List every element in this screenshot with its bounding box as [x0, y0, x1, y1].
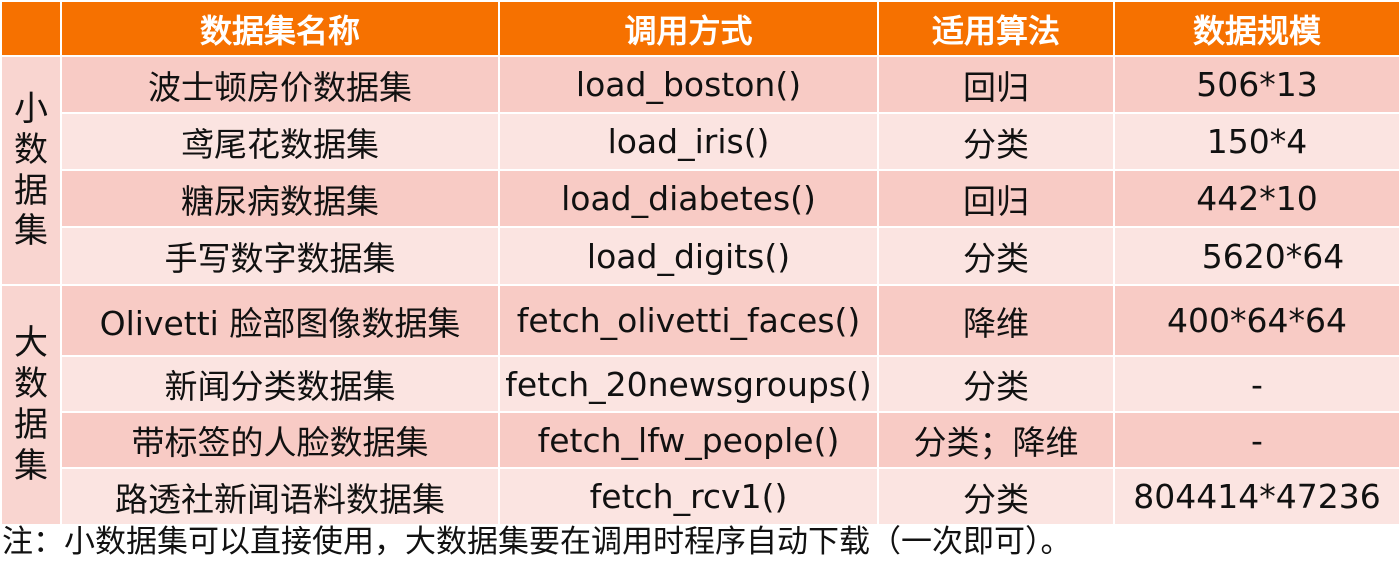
datasets-table: 数据集名称 调用方式 适用算法 数据规模 小数据集 大数据集 波士顿房价数据集 … — [2, 2, 1399, 524]
table-row-name: 路透社新闻语料数据集 — [62, 469, 498, 524]
table-row-method: load_boston() — [500, 57, 877, 112]
group-label-char: 小 — [14, 88, 48, 129]
table-row-algorithm: 降维 — [879, 286, 1113, 355]
footnote: 注：小数据集可以直接使用，大数据集要在调用时程序自动下载（一次即可）。 — [2, 524, 1072, 560]
table-row-scale: - — [1115, 357, 1399, 411]
table-row-scale: 506*13 — [1115, 57, 1399, 112]
table-row-name: 波士顿房价数据集 — [62, 57, 498, 112]
header-call-method: 调用方式 — [500, 2, 877, 55]
table-row-algorithm: 分类 — [879, 228, 1113, 284]
table-row-name: 手写数字数据集 — [62, 228, 498, 284]
group-label-char: 据 — [14, 170, 48, 211]
group-label-char: 据 — [14, 405, 48, 445]
table-row-algorithm: 回归 — [879, 171, 1113, 226]
group-label-char: 集 — [14, 211, 48, 252]
table-row-scale: 150*4 — [1115, 114, 1399, 169]
table-row-method: load_diabetes() — [500, 171, 877, 226]
table-row-scale: 804414*47236 — [1115, 469, 1399, 524]
group-label-char: 集 — [14, 445, 48, 486]
table-row-scale: 400*64*64 — [1115, 286, 1399, 355]
table-row-algorithm: 分类 — [879, 114, 1113, 169]
table-row-algorithm: 分类 — [879, 469, 1113, 524]
group-label-char: 大 — [14, 323, 48, 364]
table-row-algorithm: 分类 — [879, 357, 1113, 411]
group-label-small: 小数据集 — [2, 57, 60, 284]
table-row-method: load_iris() — [500, 114, 877, 169]
table-row-scale: - — [1115, 413, 1399, 467]
table-row-method: load_digits() — [500, 228, 877, 284]
table-row-name: 糖尿病数据集 — [62, 171, 498, 226]
table-row-algorithm: 分类；降维 — [879, 413, 1113, 467]
group-label-char: 数 — [14, 129, 48, 170]
table-row-method: fetch_olivetti_faces() — [500, 286, 877, 355]
header-data-scale: 数据规模 — [1115, 2, 1399, 55]
group-label-large: 大数据集 — [2, 286, 60, 524]
table-row-name: 鸢尾花数据集 — [62, 114, 498, 169]
table-row-method: fetch_rcv1() — [500, 469, 877, 524]
table-row-name: 新闻分类数据集 — [62, 357, 498, 411]
table-row-name: Olivetti 脸部图像数据集 — [62, 286, 498, 355]
table-row-method: fetch_lfw_people() — [500, 413, 877, 467]
header-dataset-name: 数据集名称 — [62, 2, 498, 55]
table-row-scale: 5620*64 — [1115, 228, 1399, 284]
header-corner-cell — [2, 2, 60, 55]
table-row-scale: 442*10 — [1115, 171, 1399, 226]
table-row-name: 带标签的人脸数据集 — [62, 413, 498, 467]
table-row-method: fetch_20newsgroups() — [500, 357, 877, 411]
header-algorithm: 适用算法 — [879, 2, 1113, 55]
group-label-char: 数 — [14, 364, 48, 405]
table-row-algorithm: 回归 — [879, 57, 1113, 112]
